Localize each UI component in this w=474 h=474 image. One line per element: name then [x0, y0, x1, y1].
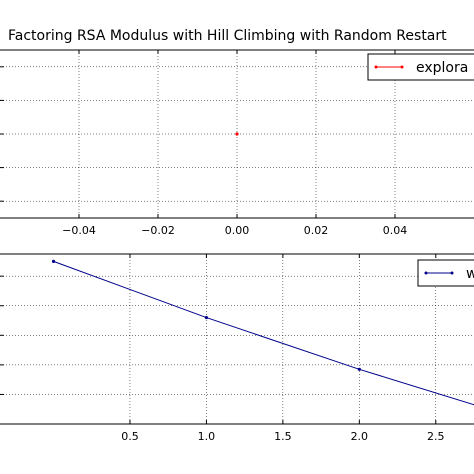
bottom-x-tick-label: 2.5 — [427, 430, 445, 443]
top-legend: explora — [367, 53, 474, 81]
top-data-point — [235, 132, 239, 136]
bottom-data-point — [204, 315, 209, 320]
top-x-ticks: −0.04 −0.02 0.00 0.02 0.04 — [0, 50, 407, 237]
top-x-tick-label: 0.04 — [383, 224, 408, 237]
top-legend-marker-right — [400, 65, 404, 69]
top-x-tick-label: 0.00 — [225, 224, 250, 237]
bottom-series-line — [53, 260, 474, 406]
bottom-legend-label: w — [466, 266, 474, 282]
bottom-legend: w — [417, 259, 474, 287]
bottom-legend-marker-right — [450, 271, 454, 275]
top-x-tick-label: −0.04 — [62, 224, 96, 237]
bottom-x-tick-label: 0.5 — [121, 430, 139, 443]
bottom-x-ticks: 0.5 1.0 1.5 2.0 2.5 — [0, 254, 445, 443]
bottom-x-tick-label: 1.5 — [274, 430, 292, 443]
top-series — [235, 132, 239, 136]
top-x-tick-label: −0.02 — [141, 224, 175, 237]
bottom-data-point — [51, 259, 56, 263]
bottom-chart: 0.5 1.0 1.5 2.0 2.5 w — [0, 253, 474, 443]
bottom-x-tick-label: 1.0 — [198, 430, 216, 443]
top-x-tick-label: 0.02 — [304, 224, 329, 237]
bottom-plot-area — [0, 253, 474, 425]
bottom-series — [51, 259, 474, 406]
bottom-data-point — [357, 367, 361, 371]
bottom-grid — [0, 254, 474, 424]
top-legend-marker-left — [374, 65, 378, 69]
chart-title: Factoring RSA Modulus with Hill Climbing… — [8, 28, 447, 44]
bottom-legend-marker-left — [424, 271, 428, 275]
top-chart: −0.04 −0.02 0.00 0.02 0.04 explora — [0, 49, 474, 237]
top-legend-label: explora — [416, 60, 468, 76]
bottom-x-tick-label: 2.0 — [351, 430, 369, 443]
